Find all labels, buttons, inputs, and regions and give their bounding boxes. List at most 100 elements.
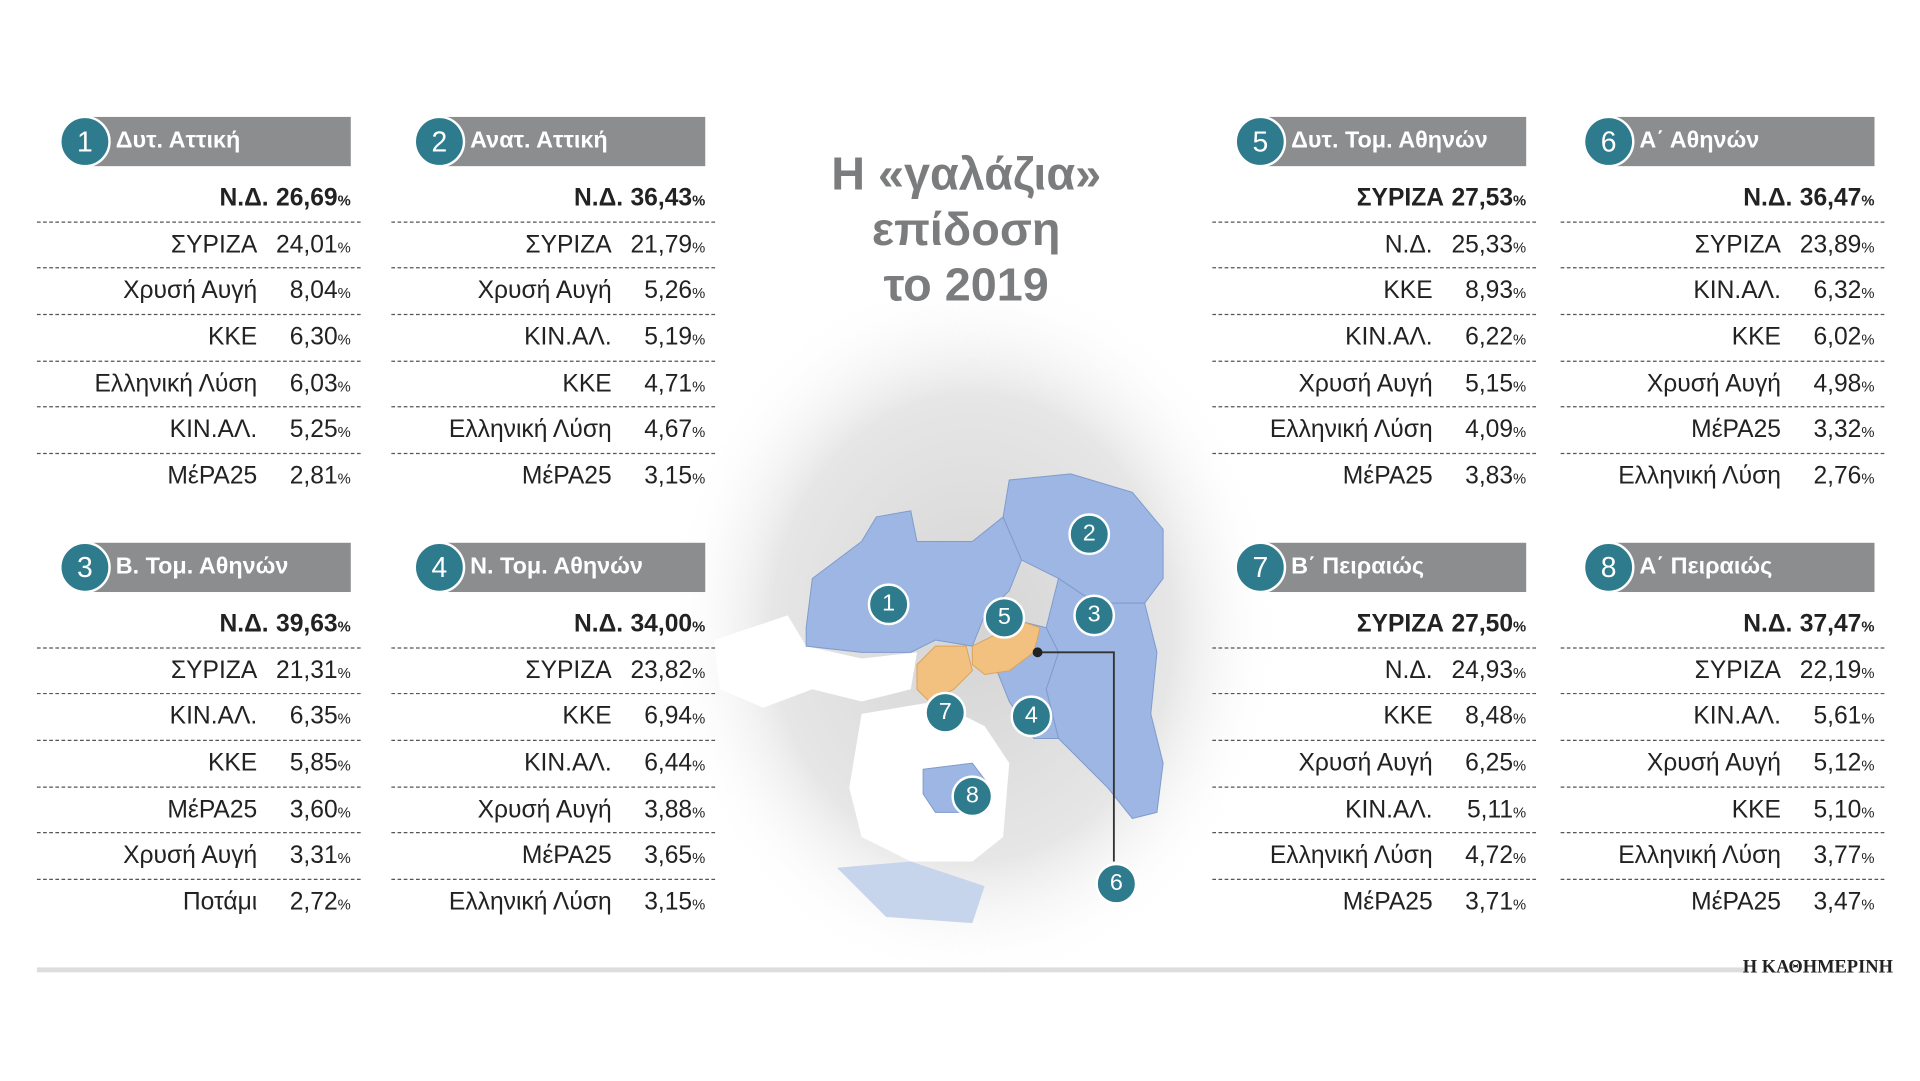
value: 27,53 xyxy=(1451,184,1514,212)
party: Ν.Δ. xyxy=(1743,610,1793,638)
percentage: 34,00% xyxy=(630,610,705,638)
percent-sign: % xyxy=(1513,191,1527,210)
value: 24,93 xyxy=(1451,656,1514,684)
result-row: ΚΙΝ.ΑΛ. 6,32% xyxy=(1560,269,1885,316)
result-row: ΣΥΡΙΖΑ 27,53% xyxy=(1212,176,1537,223)
value: 3,15 xyxy=(644,889,693,917)
results: Ν.Δ. 26,69% ΣΥΡΙΖΑ 24,01% Χρυσή Αυγή 8,04% ΚΚΕ… xyxy=(36,176,361,501)
result-row: ΜέΡΑ25 3,60% xyxy=(36,787,361,834)
percentage: 24,93% xyxy=(1433,656,1527,685)
map-marker: 5 xyxy=(983,596,1026,639)
value: 2,81 xyxy=(289,463,338,491)
value: 6,22 xyxy=(1465,323,1514,351)
percentage: 3,88% xyxy=(612,796,705,824)
result-row: ΚΚΕ 6,02% xyxy=(1560,315,1885,362)
party: Χρυσή Αυγή xyxy=(1646,369,1781,398)
result-row: ΚΚΕ 4,71% xyxy=(391,362,716,408)
party: Ν.Δ. xyxy=(1743,184,1793,212)
result-row: Χρυσή Αυγή 3,31% xyxy=(36,834,361,881)
party: ΚΚΕ xyxy=(1383,703,1433,731)
percentage: 6,03% xyxy=(257,370,351,398)
party: ΜέΡΑ25 xyxy=(1691,416,1781,444)
district-name: Ν. Τομ. Αθηνών xyxy=(435,542,706,593)
party: ΜέΡΑ25 xyxy=(1342,889,1433,917)
district-header: Δυτ. Αττική 1 xyxy=(37,115,361,168)
result-row: ΚΚΕ 6,94% xyxy=(391,695,716,742)
result-row: Ελληνική Λύση 4,72% xyxy=(1212,834,1537,881)
percentage: 3,31% xyxy=(257,842,351,870)
percent-sign: % xyxy=(1513,710,1527,728)
percentage: 3,32% xyxy=(1781,416,1874,444)
percentage: 5,19% xyxy=(612,324,705,352)
party: ΜέΡΑ25 xyxy=(521,842,612,870)
percent-sign: % xyxy=(692,710,706,728)
district-header: Β΄ Πειραιώς 7 xyxy=(1212,541,1536,594)
percentage: 39,63% xyxy=(276,610,351,638)
leader-line xyxy=(1037,651,1115,862)
value: 4,98 xyxy=(1813,369,1862,398)
results: Ν.Δ. 39,63% ΣΥΡΙΖΑ 21,31% ΚΙΝ.ΑΛ. 6,35% ΚΚΕ 5,8… xyxy=(36,602,361,927)
party: Χρυσή Αυγή xyxy=(123,277,258,305)
party: Ν.Δ. xyxy=(573,184,624,212)
percent-sign: % xyxy=(1861,710,1875,728)
value: 6,02 xyxy=(1813,323,1862,351)
percent-sign: % xyxy=(337,191,351,210)
percent-sign: % xyxy=(692,284,706,302)
percentage: 2,72% xyxy=(257,889,351,917)
result-row: Ελληνική Λύση 3,15% xyxy=(391,880,715,926)
district-table: Β΄ Πειραιώς 7 ΣΥΡΙΖΑ 27,50% Ν.Δ. 24,93% ΚΚΕ 8,4… xyxy=(1212,541,1537,927)
party: ΚΚΕ xyxy=(207,323,258,351)
percent-sign: % xyxy=(1513,664,1527,682)
district-header: Δυτ. Τομ. Αθηνών 5 xyxy=(1212,115,1536,168)
result-row: ΚΙΝ.ΑΛ. 6,35% xyxy=(36,695,361,742)
value: 21,79 xyxy=(630,230,693,258)
value: 4,09 xyxy=(1465,416,1514,444)
percentage: 5,25% xyxy=(257,416,351,444)
district-number: 1 xyxy=(59,115,111,168)
result-row: ΚΙΝ.ΑΛ. 5,19% xyxy=(391,315,716,362)
value: 34,00 xyxy=(630,610,693,638)
percentage: 6,25% xyxy=(1433,749,1526,777)
value: 3,32 xyxy=(1813,416,1862,444)
percent-sign: % xyxy=(692,756,706,775)
map-marker: 2 xyxy=(1068,513,1111,556)
percent-sign: % xyxy=(1513,238,1527,256)
result-row: Ελληνική Λύση 2,76% xyxy=(1561,454,1885,500)
party: Χρυσή Αυγή xyxy=(1298,749,1433,777)
results: Ν.Δ. 37,47% ΣΥΡΙΖΑ 22,19% ΚΙΝ.ΑΛ. 5,61% Χρυσή … xyxy=(1560,602,1885,927)
party: ΜέΡΑ25 xyxy=(167,463,258,491)
percent-sign: % xyxy=(1513,330,1527,349)
result-row: Ελληνική Λύση 4,09% xyxy=(1212,408,1537,455)
percent-sign: % xyxy=(692,191,706,210)
percent-sign: % xyxy=(1861,470,1875,488)
value: 5,10 xyxy=(1813,795,1862,823)
percent-sign: % xyxy=(1861,617,1875,635)
party: ΣΥΡΙΖΑ xyxy=(170,230,258,258)
value: 2,72 xyxy=(289,889,338,917)
percentage: 6,32% xyxy=(1781,277,1875,305)
result-row: ΜέΡΑ25 3,65% xyxy=(391,834,716,881)
value: 4,71 xyxy=(644,369,693,398)
result-row: ΣΥΡΙΖΑ 23,82% xyxy=(391,648,716,695)
percentage: 6,94% xyxy=(612,703,706,731)
value: 6,25 xyxy=(1465,749,1514,777)
results: ΣΥΡΙΖΑ 27,53% Ν.Δ. 25,33% ΚΚΕ 8,93% ΚΙΝ.ΑΛ. 6,2… xyxy=(1212,176,1537,501)
percentage: 6,44% xyxy=(612,749,706,777)
result-row: Χρυσή Αυγή 5,26% xyxy=(391,269,716,316)
map-marker: 1 xyxy=(867,583,910,626)
district-name: Β΄ Πειραιώς xyxy=(1256,542,1527,593)
percentage: 6,02% xyxy=(1781,323,1874,352)
district-header: Ανατ. Αττική 2 xyxy=(391,115,715,168)
percentage: 37,47% xyxy=(1800,610,1875,638)
party: Ελληνική Λύση xyxy=(1618,842,1781,870)
district-number: 5 xyxy=(1234,115,1287,168)
result-row: Ελληνική Λύση 6,03% xyxy=(36,362,361,408)
result-row: Χρυσή Αυγή 3,88% xyxy=(391,787,716,834)
percent-sign: % xyxy=(1861,284,1875,302)
percentage: 6,35% xyxy=(257,703,351,731)
percent-sign: % xyxy=(692,377,706,395)
district-table: Β. Τομ. Αθηνών 3 Ν.Δ. 39,63% ΣΥΡΙΖΑ 21,31% ΚΙΝ… xyxy=(36,541,361,927)
percentage: 8,48% xyxy=(1433,703,1527,731)
percentage: 36,47% xyxy=(1800,184,1875,212)
